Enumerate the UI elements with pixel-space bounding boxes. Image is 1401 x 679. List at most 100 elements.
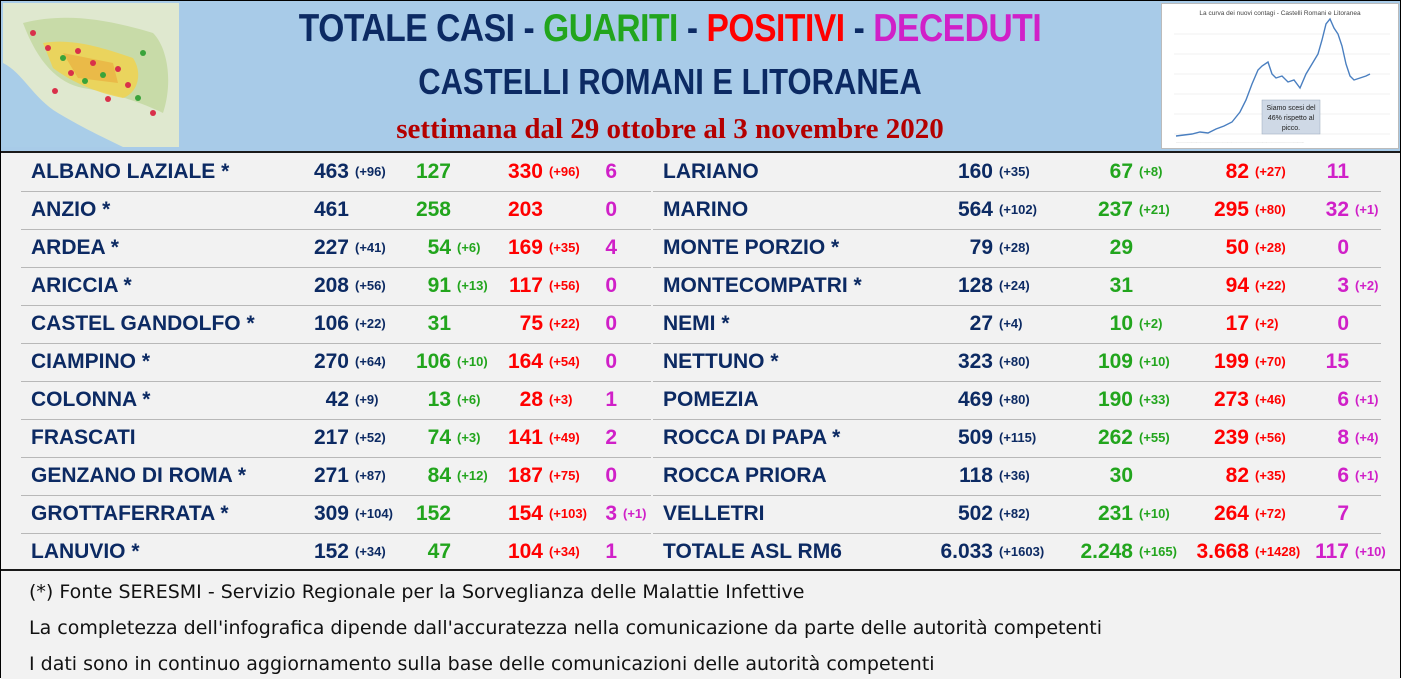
municipality-name: ROCCA PRIORA bbox=[663, 464, 827, 487]
recovered-value: 91 bbox=[427, 274, 451, 297]
municipality-name: MONTECOMPATRI * bbox=[663, 274, 862, 297]
total-cases-increment: (+96) bbox=[355, 164, 386, 179]
positive-value: 154 bbox=[507, 502, 543, 525]
deceased-value: 0 bbox=[1337, 236, 1349, 259]
positive-value: 104 bbox=[507, 540, 543, 563]
total-cases-increment: (+28) bbox=[999, 240, 1030, 255]
table-row: NETTUNO * 323 (+80) 109 (+10) 199 (+70) 15 bbox=[653, 343, 1381, 382]
table-row: ROCCA DI PAPA * 509 (+115) 262 (+55) 239 (+56)… bbox=[653, 419, 1381, 458]
footer-source-note: (*) Fonte SERESMI - Servizio Regionale p… bbox=[29, 581, 805, 603]
total-cases-value: 160 bbox=[957, 160, 993, 183]
positive-value: 330 bbox=[507, 160, 543, 183]
total-cases-value: 42 bbox=[325, 388, 349, 411]
recovered-value: 31 bbox=[1109, 274, 1133, 297]
positive-value: 82 bbox=[1225, 464, 1249, 487]
recovered-value: 258 bbox=[415, 198, 451, 221]
recovered-value: 74 bbox=[427, 426, 451, 449]
deceased-increment: (+2) bbox=[1355, 278, 1379, 293]
total-cases-increment: (+24) bbox=[999, 278, 1030, 293]
table-row: LANUVIO * 152 (+34) 47 104 (+34) 1 bbox=[21, 533, 651, 571]
trend-annotation-line1: Siamo scesi del bbox=[1266, 105, 1315, 112]
deceased-value: 3 bbox=[605, 502, 617, 525]
map-pins bbox=[30, 30, 156, 116]
deceased-increment: (+1) bbox=[1355, 392, 1379, 407]
deceased-increment: (+4) bbox=[1355, 430, 1379, 445]
municipality-name: ARDEA * bbox=[31, 236, 119, 259]
recovered-value: 54 bbox=[427, 236, 451, 259]
deceased-value: 6 bbox=[1337, 464, 1349, 487]
cases-table: ALBANO LAZIALE * 463 (+96) 127 330 (+96) 6 ANZI… bbox=[1, 153, 1400, 569]
positive-increment: (+34) bbox=[549, 544, 580, 559]
municipality-name: ALBANO LAZIALE * bbox=[31, 160, 230, 183]
positive-increment: (+49) bbox=[549, 430, 580, 445]
map-illustration bbox=[3, 3, 179, 147]
positive-value: 203 bbox=[507, 198, 543, 221]
municipality-name: NEMI * bbox=[663, 312, 730, 335]
recovered-value: 237 bbox=[1097, 198, 1133, 221]
recovered-value: 30 bbox=[1109, 464, 1133, 487]
title-positive: POSITIVI bbox=[706, 7, 845, 50]
total-cases-value: 79 bbox=[969, 236, 993, 259]
positive-value: 50 bbox=[1225, 236, 1249, 259]
recovered-value: 2.248 bbox=[1080, 540, 1133, 563]
table-row: GROTTAFERRATA * 309 (+104) 152 154 (+103) 3 (+1… bbox=[21, 495, 651, 534]
positive-value: 17 bbox=[1225, 312, 1249, 335]
positive-value: 199 bbox=[1213, 350, 1249, 373]
table-row: ARICCIA * 208 (+56) 91 (+13) 117 (+56) 0 bbox=[21, 267, 651, 306]
title-separator: - bbox=[677, 7, 707, 50]
recovered-increment: (+165) bbox=[1139, 544, 1177, 559]
table-row: CIAMPINO * 270 (+64) 106 (+10) 164 (+54) 0 bbox=[21, 343, 651, 382]
total-cases-value: 106 bbox=[313, 312, 349, 335]
trend-chart: La curva dei nuovi contagi - Castelli Ro… bbox=[1174, 10, 1390, 144]
title-deceased: DECEDUTI bbox=[873, 7, 1042, 50]
recovered-increment: (+10) bbox=[457, 354, 488, 369]
total-cases-increment: (+80) bbox=[999, 392, 1030, 407]
table-row: ALBANO LAZIALE * 463 (+96) 127 330 (+96) 6 bbox=[21, 153, 651, 192]
positive-increment: (+3) bbox=[549, 392, 573, 407]
municipality-name: LARIANO bbox=[663, 160, 759, 183]
total-cases-increment: (+9) bbox=[355, 392, 379, 407]
table-row: CASTEL GANDOLFO * 106 (+22) 31 75 (+22) 0 bbox=[21, 305, 651, 344]
total-cases-value: 6.033 bbox=[940, 540, 993, 563]
positive-increment: (+27) bbox=[1255, 164, 1286, 179]
municipality-name: FRASCATI bbox=[31, 426, 136, 449]
total-cases-increment: (+22) bbox=[355, 316, 386, 331]
positive-increment: (+96) bbox=[549, 164, 580, 179]
title-separator: - bbox=[844, 7, 874, 50]
recovered-value: 262 bbox=[1097, 426, 1133, 449]
total-cases-increment: (+64) bbox=[355, 354, 386, 369]
total-cases-value: 271 bbox=[313, 464, 349, 487]
positive-increment: (+103) bbox=[549, 506, 587, 521]
deceased-increment: (+1) bbox=[1355, 468, 1379, 483]
table-row: ROCCA PRIORA 118 (+36) 30 82 (+35) 6 (+1) bbox=[653, 457, 1381, 496]
municipality-name: GROTTAFERRATA * bbox=[31, 502, 229, 525]
deceased-value: 6 bbox=[1337, 388, 1349, 411]
recovered-increment: (+55) bbox=[1139, 430, 1170, 445]
positive-increment: (+75) bbox=[549, 468, 580, 483]
recovered-value: 109 bbox=[1097, 350, 1133, 373]
deceased-value: 1 bbox=[605, 388, 617, 411]
deceased-value: 32 bbox=[1325, 198, 1349, 221]
table-row: ANZIO * 461 258 203 0 bbox=[21, 191, 651, 230]
svg-text:..............................: ........................................… bbox=[1176, 140, 1304, 144]
table-row: VELLETRI 502 (+82) 231 (+10) 264 (+72) 7 bbox=[653, 495, 1381, 534]
deceased-value: 8 bbox=[1337, 426, 1349, 449]
positive-value: 169 bbox=[507, 236, 543, 259]
recovered-value: 231 bbox=[1097, 502, 1133, 525]
positive-increment: (+22) bbox=[1255, 278, 1286, 293]
municipality-name: VELLETRI bbox=[663, 502, 765, 525]
deceased-increment: (+1) bbox=[1355, 202, 1379, 217]
deceased-value: 1 bbox=[605, 540, 617, 563]
total-cases-increment: (+35) bbox=[999, 164, 1030, 179]
header-subtitle: CASTELLI ROMANI E LITORANEA bbox=[418, 61, 922, 102]
total-cases-value: 564 bbox=[957, 198, 993, 221]
deceased-value: 6 bbox=[605, 160, 617, 183]
deceased-value: 3 bbox=[1337, 274, 1349, 297]
municipality-name: CASTEL GANDOLFO * bbox=[31, 312, 255, 335]
header-week: settimana dal 29 ottobre al 3 novembre 2… bbox=[396, 113, 944, 145]
recovered-value: 67 bbox=[1109, 160, 1133, 183]
total-cases-value: 217 bbox=[313, 426, 349, 449]
deceased-value: 0 bbox=[605, 350, 617, 373]
municipality-name: CIAMPINO * bbox=[31, 350, 151, 373]
